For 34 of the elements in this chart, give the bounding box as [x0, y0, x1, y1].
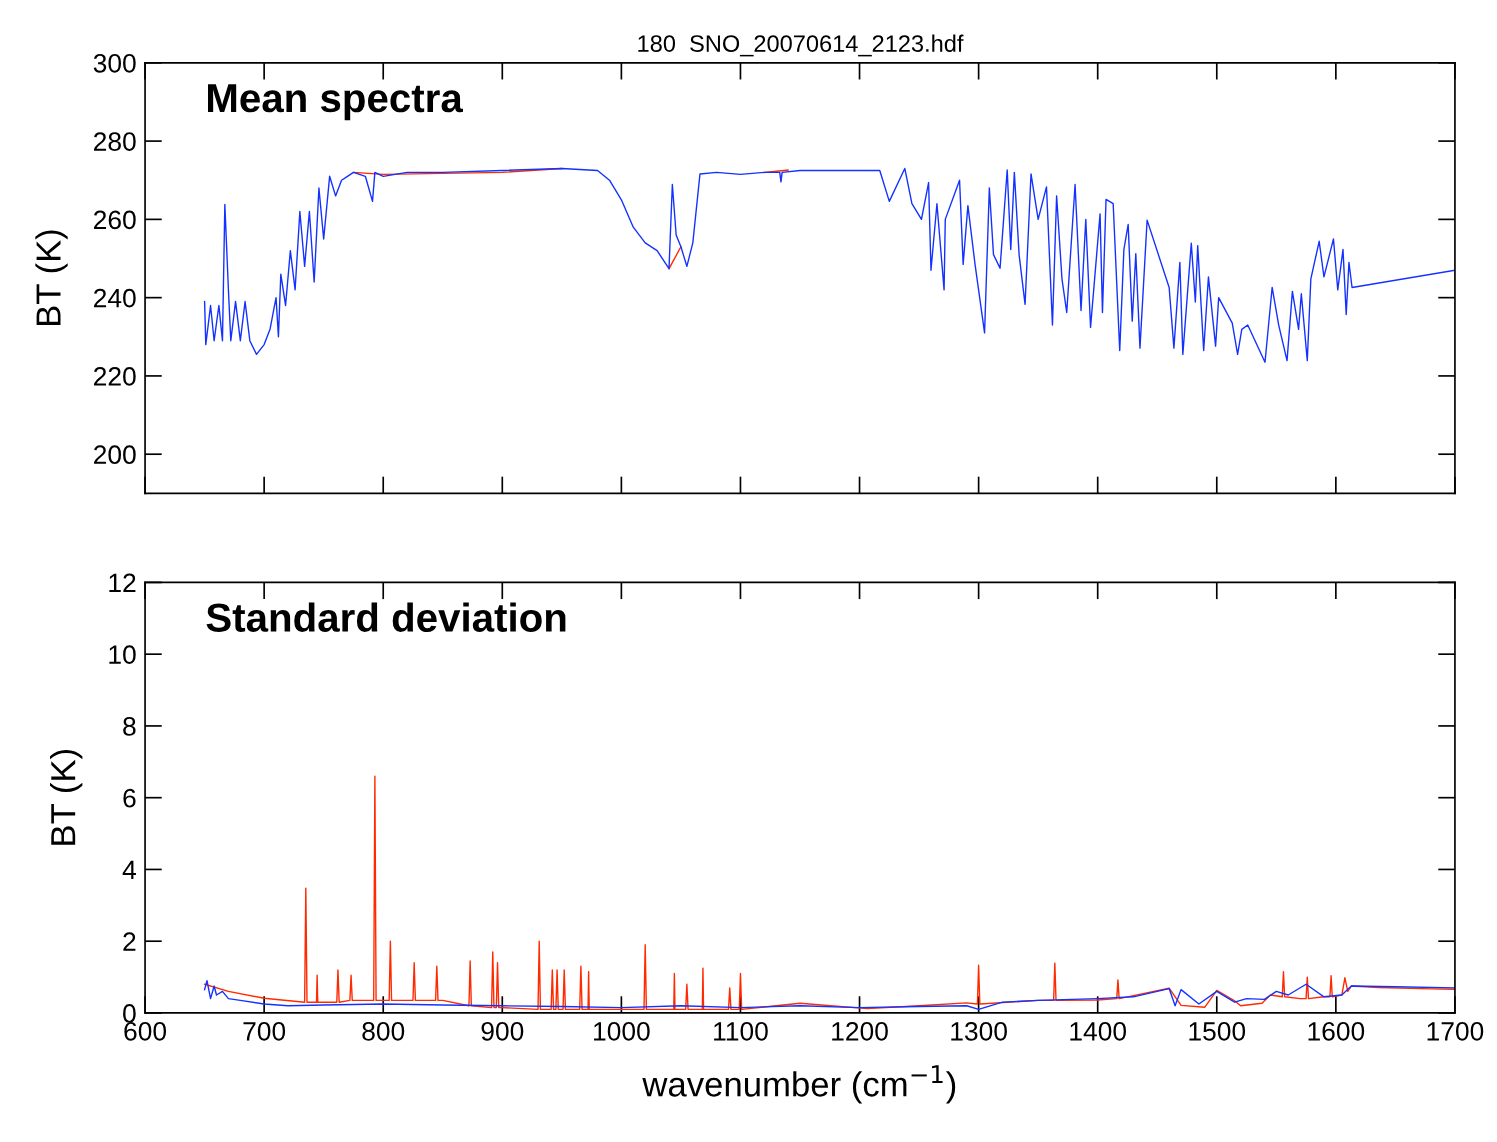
line-series — [203, 775, 1455, 1011]
annotation: Mean spectra — [208, 84, 464, 121]
x-tick-label: 700 — [243, 1021, 286, 1041]
y-tick-label: 260 — [94, 210, 136, 230]
y-tick-label: 280 — [94, 132, 136, 151]
x-tick-label: 600 — [124, 1021, 167, 1041]
line-series — [203, 167, 1455, 363]
y-tick-label: 240 — [94, 288, 136, 308]
y-tick-label: 4 — [122, 860, 136, 879]
x-tick-label: 1700 — [1427, 1021, 1484, 1041]
y-tick-label: 2 — [123, 932, 136, 951]
line-series — [203, 979, 1455, 1011]
x-tick-label: 1100 — [714, 1021, 768, 1041]
annotation: Standard deviation — [206, 602, 566, 632]
x-axis-title: wavenumber (cm$^{−1}$) — [642, 1065, 956, 1104]
y-tick-label: 12 — [109, 573, 136, 592]
y-tick-label: 220 — [94, 367, 136, 386]
y-tick-label: 0 — [123, 1004, 136, 1023]
y-tick-label: 8 — [123, 717, 136, 736]
x-tick-label: 800 — [362, 1021, 405, 1041]
y-tick-label: 200 — [94, 445, 136, 465]
x-tick-label: 1300 — [951, 1021, 1007, 1041]
y-axis-title: BT (K) — [50, 749, 83, 845]
chart-title: 180 SNO_20070614_2123.hdf — [638, 34, 964, 57]
y-axis-title: BT (K) — [35, 230, 68, 326]
x-tick-label: 1500 — [1189, 1021, 1246, 1041]
y-tick-label: 10 — [109, 645, 136, 664]
y-tick-label: 300 — [93, 53, 136, 73]
x-tick-label: 1600 — [1308, 1021, 1365, 1041]
y-tick-label: 6 — [123, 788, 136, 808]
x-tick-label: 1400 — [1070, 1021, 1127, 1041]
x-tick-label: 900 — [481, 1021, 524, 1041]
x-tick-label: 1200 — [832, 1021, 888, 1041]
x-tick-label: 1000 — [594, 1021, 650, 1041]
